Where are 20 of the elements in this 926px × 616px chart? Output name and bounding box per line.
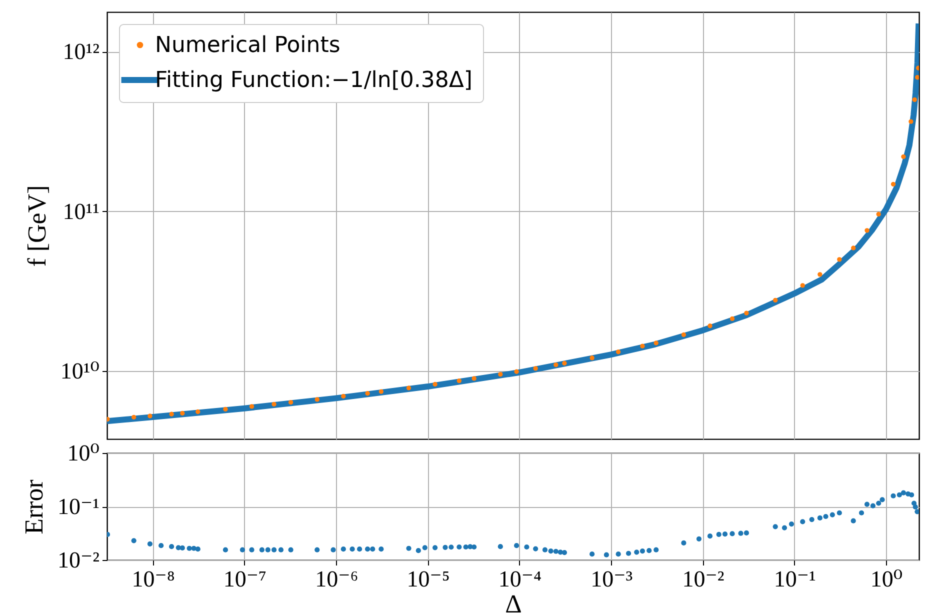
y-tick-label: 10⁻² <box>57 548 100 572</box>
legend-label: Fitting Function:−1/ln[0.38Δ] <box>155 68 473 93</box>
y-tick-label: 10¹² <box>62 39 100 64</box>
y-tick-label: 10¹¹ <box>62 198 100 224</box>
x-tick-label: 10⁻⁴ <box>498 566 542 592</box>
x-axis-title: Δ <box>505 590 522 616</box>
x-tick-label: 10⁻² <box>682 566 724 592</box>
x-tick-label: 10⁻⁸ <box>132 566 175 592</box>
x-tick-label: 10⁻⁵ <box>406 566 450 592</box>
x-tick-label: 10⁻¹ <box>774 566 816 592</box>
x-tick-label: 10⁰ <box>870 566 903 592</box>
y-axis-title: Error <box>19 479 48 534</box>
y-tick-label: 10⁰ <box>67 440 100 466</box>
legend-label: Numerical Points <box>155 33 340 58</box>
y-tick-label: 10¹⁰ <box>60 358 100 384</box>
x-tick-label: 10⁻³ <box>590 566 633 592</box>
y-tick-label: 10⁻¹ <box>57 494 100 519</box>
y-axis-title: f [GeV] <box>22 185 52 267</box>
x-tick-label: 10⁻⁷ <box>223 566 267 592</box>
x-tick-label: 10⁻⁶ <box>315 566 358 592</box>
